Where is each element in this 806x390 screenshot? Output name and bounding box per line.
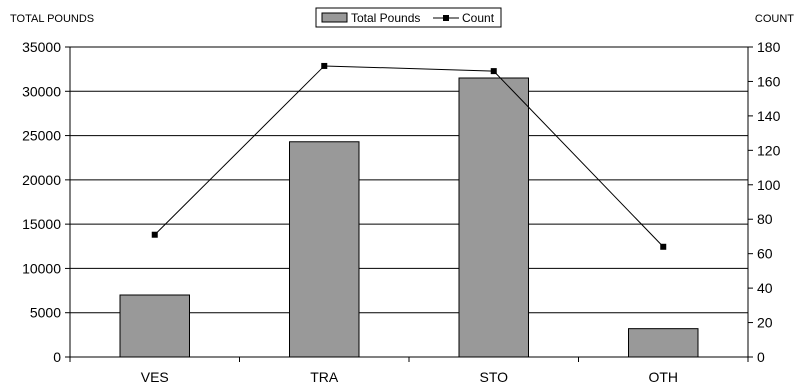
right-axis-ticks: 0 20 40 60 80 100 120 140 160 180 <box>748 39 781 365</box>
legend: Total Pounds Count <box>315 7 502 28</box>
count-marker-ves <box>151 231 158 238</box>
left-tick-label: 30000 <box>22 83 61 99</box>
left-tick-label: 20000 <box>22 172 61 188</box>
bar-oth <box>628 328 699 358</box>
category-labels: VES TRA STO OTH <box>141 369 678 385</box>
legend-label-total-pounds: Total Pounds <box>351 11 420 25</box>
category-label-sto: STO <box>479 369 508 385</box>
gridlines <box>70 46 748 314</box>
right-tick-label: 60 <box>757 246 773 262</box>
right-tick-label: 0 <box>757 349 765 365</box>
category-label-oth: OTH <box>648 369 678 385</box>
category-label-tra: TRA <box>310 369 339 385</box>
count-marker-oth <box>660 243 667 250</box>
left-tick-label: 35000 <box>22 39 61 55</box>
count-marker-tra <box>321 62 328 69</box>
right-tick-label: 140 <box>757 108 781 124</box>
legend-marker-count <box>443 15 449 21</box>
left-tick-label: 15000 <box>22 216 61 232</box>
left-axis-title: TOTAL POUNDS <box>10 13 94 25</box>
right-tick-label: 20 <box>757 315 773 331</box>
axes <box>69 47 749 362</box>
bars <box>119 77 699 358</box>
right-tick-label: 180 <box>757 39 781 55</box>
right-tick-label: 80 <box>757 211 773 227</box>
left-tick-label: 25000 <box>22 128 61 144</box>
bar-sto <box>458 77 529 358</box>
left-axis-ticks: 0 5000 10000 15000 20000 25000 30000 35000 <box>22 39 70 365</box>
bar-tra <box>289 141 360 358</box>
bar-ves <box>119 294 190 358</box>
count-marker-sto <box>490 68 497 75</box>
legend-swatch-total-pounds <box>321 12 348 23</box>
legend-box <box>315 7 502 28</box>
right-tick-label: 120 <box>757 142 781 158</box>
left-tick-label: 0 <box>53 349 61 365</box>
count-line <box>154 65 664 248</box>
category-label-ves: VES <box>141 369 169 385</box>
count-line-series <box>151 62 667 250</box>
right-tick-label: 100 <box>757 177 781 193</box>
right-axis-title: COUNT <box>755 13 794 25</box>
left-tick-label: 5000 <box>30 305 61 321</box>
right-tick-label: 160 <box>757 73 781 89</box>
left-tick-label: 10000 <box>22 260 61 276</box>
right-tick-label: 40 <box>757 280 773 296</box>
legend-label-count: Count <box>462 11 495 25</box>
